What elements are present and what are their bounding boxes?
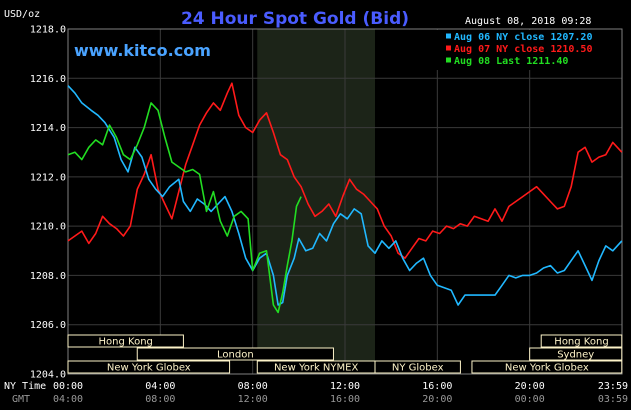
legend-box: [432, 30, 618, 70]
y-tick-label: 1212.0: [30, 172, 66, 183]
y-tick-label: 1206.0: [30, 320, 66, 331]
legend: Aug 06 NY close 1207.20 Aug 07 NY close …: [432, 30, 618, 70]
legend-label: Aug 07 NY close 1210.50: [454, 44, 592, 55]
chart-title: 24 Hour Spot Gold (Bid): [181, 9, 409, 29]
unit-label: USD/oz: [4, 9, 40, 20]
session-bar-box: [136, 347, 334, 361]
gmt-tick-label: 12:00: [238, 394, 268, 405]
legend-label: Aug 06 NY close 1207.20: [454, 32, 592, 43]
legend-item-aug08: Aug 08 Last 1211.40: [446, 56, 568, 67]
grid-lines: [68, 29, 622, 374]
y-tick-label: 1210.0: [30, 222, 66, 233]
session-bar-box: [67, 360, 231, 374]
session-bar: Hong Kong: [540, 334, 623, 348]
y-tick-label: 1214.0: [30, 123, 66, 134]
gmt-label: GMT: [12, 394, 30, 405]
session-bar: Hong Kong: [67, 334, 184, 348]
session-label: New York Globex: [107, 363, 191, 374]
legend-item-aug06: Aug 06 NY close 1207.20: [446, 32, 592, 43]
series-line-0: [67, 85, 623, 306]
gmt-tick-label: 16:00: [330, 394, 360, 405]
session-label: London: [217, 350, 254, 361]
x-tick-label: 16:00: [422, 381, 452, 392]
plot-border: [67, 28, 623, 375]
legend-swatch: [446, 33, 451, 39]
legend-label: Aug 08 Last 1211.40: [454, 56, 568, 67]
brand-label: www.kitco.com: [74, 41, 211, 60]
x-tick-label: 00:00: [53, 381, 83, 392]
x-tick-label: 12:00: [330, 381, 360, 392]
session-bar: New York NYMEX: [256, 360, 376, 374]
session-label: Hong Kong: [554, 337, 608, 348]
session-bar: Sydney: [529, 347, 623, 361]
datetime-label: August 08, 2018 09:28: [465, 16, 591, 27]
session-bar-box: [540, 334, 623, 348]
session-label: NY Globex: [392, 363, 444, 374]
x-tick-label: 04:00: [145, 381, 175, 392]
gmt-tick-label: 20:00: [422, 394, 452, 405]
session-bar: New York Globex: [67, 360, 231, 374]
session-label: Hong Kong: [99, 337, 153, 348]
session-label: New York NYMEX: [274, 363, 359, 374]
y-tick-label: 1218.0: [30, 25, 66, 36]
gmt-tick-label: 04:00: [53, 394, 83, 405]
session-bar-box: [67, 334, 184, 348]
y-axis-ticks: 1204.0 1206.0 1208.0 1210.0 1212.0 1214.0 1216…: [30, 25, 66, 381]
session-bar-box: [529, 347, 623, 361]
price-series: [67, 82, 623, 314]
legend-swatch: [446, 45, 451, 51]
session-bar-box: [471, 360, 623, 374]
y-tick-label: 1216.0: [30, 74, 66, 85]
session-bar-box: [374, 360, 461, 374]
session-bar: New York Globex: [471, 360, 623, 374]
trading-sessions: Hong Kong Hong Kong London Sydney New York G…: [67, 334, 623, 374]
legend-item-aug07: Aug 07 NY close 1210.50: [446, 44, 592, 55]
ny-time-label: NY Time: [4, 381, 46, 392]
legend-swatch: [446, 57, 451, 63]
gmt-tick-label: 03:59: [598, 394, 628, 405]
gmt-tick-label: 08:00: [145, 394, 175, 405]
session-label: New York Globex: [505, 363, 589, 374]
x-axis-ticks: 00:00 04:00 04:00 08:00 08:00 12:00 12:00 16:00…: [53, 381, 628, 405]
y-tick-label: 1208.0: [30, 271, 66, 282]
session-bar: London: [136, 347, 334, 361]
nymex-session-shade: [257, 29, 376, 374]
series-line-2: [67, 102, 302, 314]
y-tick-label: 1204.0: [30, 370, 66, 381]
x-tick-label: 20:00: [515, 381, 545, 392]
gmt-tick-label: 00:00: [515, 394, 545, 405]
x-tick-label: 08:00: [238, 381, 268, 392]
session-bar: NY Globex: [374, 360, 461, 374]
x-tick-label: 23:59: [598, 381, 628, 392]
session-label: Sydney: [557, 350, 594, 361]
